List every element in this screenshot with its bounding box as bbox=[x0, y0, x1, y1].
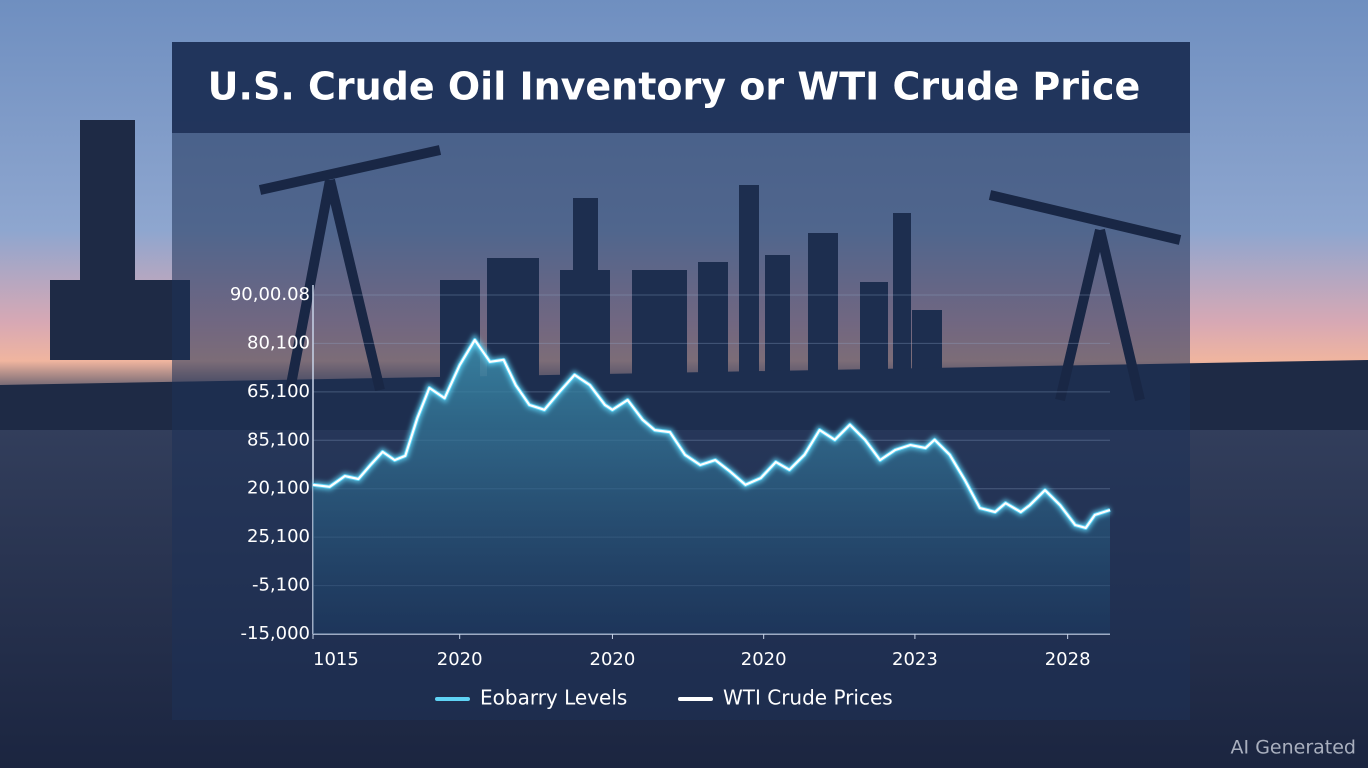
y-tick-label: 20,100 bbox=[247, 478, 310, 499]
x-tick-label: 1015 bbox=[313, 649, 359, 670]
watermark: AI Generated bbox=[1231, 737, 1356, 759]
x-tick-label: 2020 bbox=[590, 649, 636, 670]
y-tick-label: 25,100 bbox=[247, 526, 310, 547]
y-tick-label: 85,100 bbox=[247, 429, 310, 450]
x-tick-label: 2028 bbox=[1045, 649, 1091, 670]
y-tick-label: -5,100 bbox=[252, 575, 310, 596]
y-tick-label: 65,100 bbox=[247, 381, 310, 402]
x-tick-label: 2023 bbox=[892, 649, 938, 670]
y-tick-label: -15,000 bbox=[241, 623, 310, 644]
legend-label: WTI Crude Prices bbox=[723, 686, 893, 710]
line bbox=[312, 338, 1111, 529]
area bbox=[313, 340, 1110, 634]
plot: 90,00.08 80,100 65,100 85,100 20,100 25,100 -5… bbox=[230, 284, 1112, 710]
chart-title: U.S. Crude Oil Inventory or WTI Crude Pr… bbox=[208, 65, 1141, 109]
y-tick-label: 80,100 bbox=[247, 332, 310, 353]
x-tick-label: 2020 bbox=[741, 649, 787, 670]
title-banner bbox=[172, 42, 1190, 133]
x-tick-label: 2020 bbox=[437, 649, 483, 670]
legend-label: Eobarry Levels bbox=[480, 686, 627, 710]
y-tick-label: 90,00.08 bbox=[230, 284, 310, 305]
